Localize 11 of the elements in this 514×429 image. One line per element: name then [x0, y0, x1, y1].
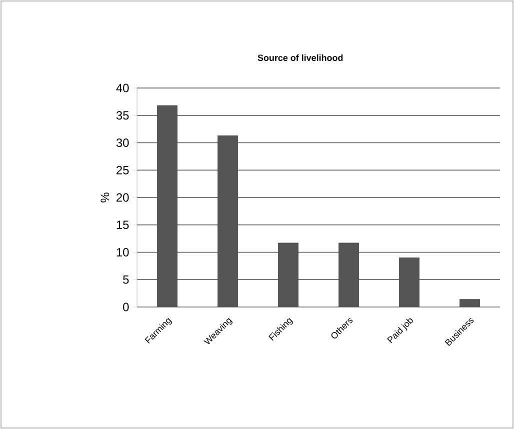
- y-tick-label: 30: [116, 138, 129, 147]
- y-tick-label: 0: [123, 302, 129, 312]
- y-tick-label: 5: [123, 275, 129, 284]
- y-tick-label: 10: [116, 248, 129, 256]
- y-tick-label: 20: [116, 193, 129, 202]
- y-axis-title: %: [100, 192, 110, 202]
- y-tick-label: 25: [116, 166, 129, 174]
- y-tick-label: 15: [116, 220, 129, 230]
- y-tick-label: 35: [116, 111, 129, 120]
- y-tick-label: 40: [116, 84, 129, 92]
- chart-title: Source of livelihood: [258, 54, 343, 61]
